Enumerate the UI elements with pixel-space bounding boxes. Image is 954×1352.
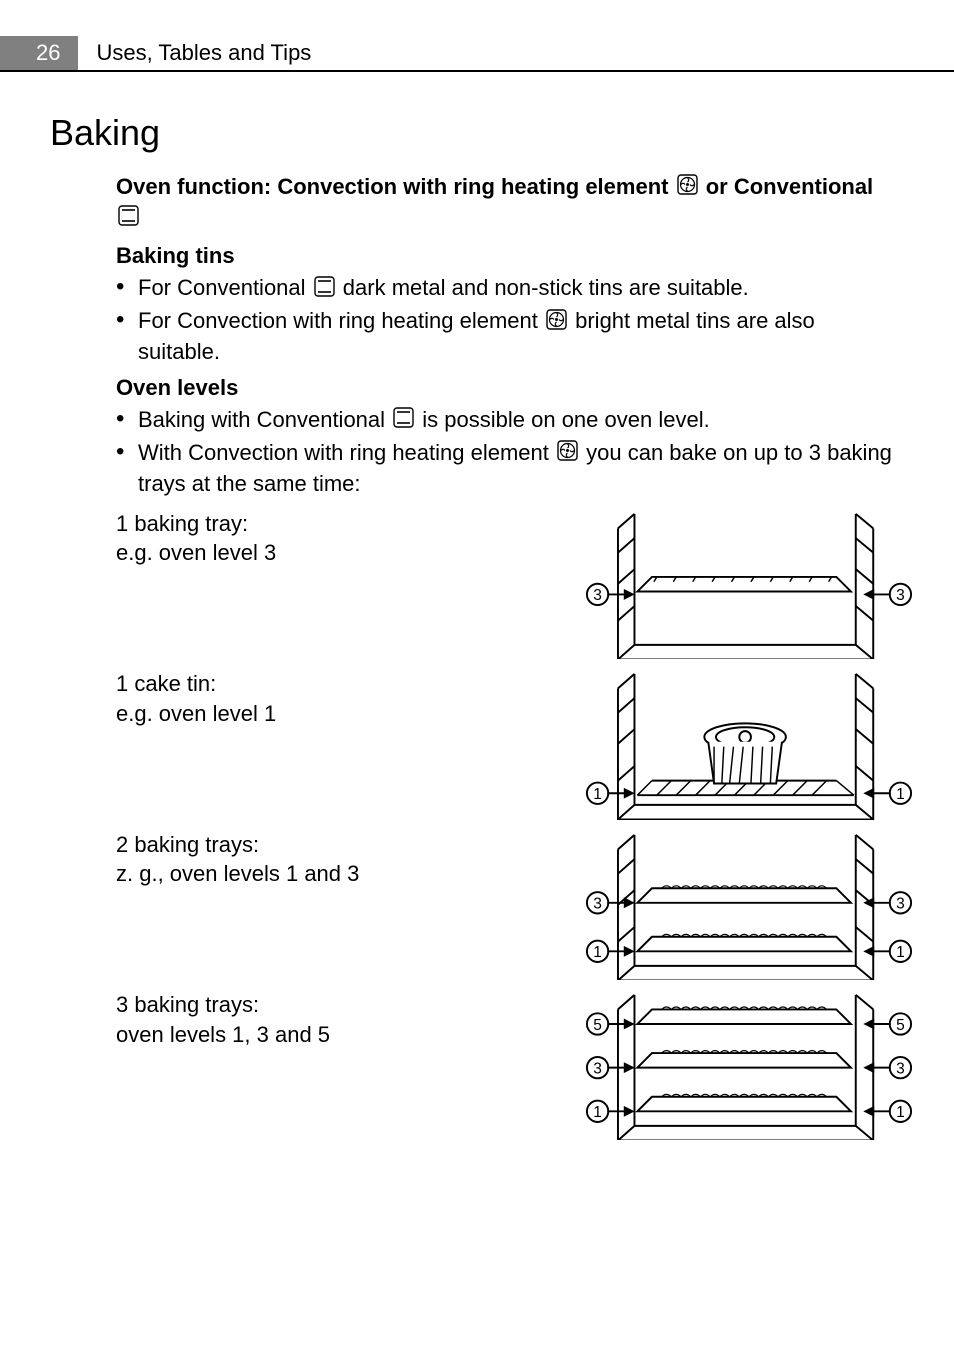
oven-function-heading: Oven function: Convection with ring heat… [116, 172, 894, 235]
svg-text:1: 1 [593, 786, 602, 803]
svg-text:1: 1 [593, 944, 602, 961]
oven-levels-list: Baking with Conventional is possible on … [116, 405, 894, 499]
svg-text:1: 1 [896, 1104, 905, 1121]
example-line2: e.g. oven level 3 [116, 538, 564, 568]
svg-text:3: 3 [593, 1060, 602, 1077]
svg-text:3: 3 [593, 587, 602, 604]
list-item: For Conventional dark metal and non-stic… [116, 273, 894, 304]
conventional-icon [393, 406, 414, 436]
baking-tins-list: For Conventional dark metal and non-stic… [116, 273, 894, 367]
fan-icon [557, 439, 578, 469]
example-line1: 2 baking trays: [116, 830, 564, 860]
page-number: 26 [0, 36, 78, 70]
svg-text:3: 3 [896, 1060, 905, 1077]
baking-tins-item2-pre: For Convection with ring heating element [138, 308, 544, 333]
conventional-icon [118, 204, 139, 235]
svg-text:1: 1 [896, 786, 905, 803]
section-title: Baking [50, 112, 894, 154]
oven-diagram-cake-tin: 1 1 [584, 669, 914, 819]
example-line1: 3 baking trays: [116, 990, 564, 1020]
header-title: Uses, Tables and Tips [96, 40, 311, 66]
baking-tins-item1-post: dark metal and non-stick tins are suitab… [343, 275, 749, 300]
example-row-2: 1 cake tin: e.g. oven level 1 [116, 669, 894, 819]
page-header: 26 Uses, Tables and Tips [0, 0, 954, 72]
oven-function-text-1: Oven function: Convection with ring heat… [116, 174, 675, 199]
inner-content: Oven function: Convection with ring heat… [116, 172, 894, 1140]
example-line2: e.g. oven level 1 [116, 699, 564, 729]
oven-diagram-1-tray: 3 3 [584, 509, 914, 659]
example-line2: z. g., oven levels 1 and 3 [116, 859, 564, 889]
conventional-icon [314, 275, 335, 305]
oven-levels-heading: Oven levels [116, 375, 894, 401]
fan-icon [546, 308, 567, 338]
list-item: Baking with Conventional is possible on … [116, 405, 894, 436]
svg-text:3: 3 [896, 895, 905, 912]
example-line2: oven levels 1, 3 and 5 [116, 1020, 564, 1050]
example-text: 2 baking trays: z. g., oven levels 1 and… [116, 830, 584, 889]
list-item: For Convection with ring heating element… [116, 306, 894, 367]
oven-levels-item1-pre: Baking with Conventional [138, 407, 391, 432]
example-line1: 1 baking tray: [116, 509, 564, 539]
list-item: With Convection with ring heating elemen… [116, 438, 894, 499]
page-content: Baking Oven function: Convection with ri… [0, 112, 954, 1140]
svg-text:5: 5 [593, 1017, 602, 1034]
baking-tins-item1-pre: For Conventional [138, 275, 312, 300]
oven-diagram-2-trays: 3 3 1 1 [584, 830, 914, 980]
example-text: 1 baking tray: e.g. oven level 3 [116, 509, 584, 568]
example-row-1: 1 baking tray: e.g. oven level 3 [116, 509, 894, 659]
example-row-4: 3 baking trays: oven levels 1, 3 and 5 [116, 990, 894, 1140]
example-text: 1 cake tin: e.g. oven level 1 [116, 669, 584, 728]
example-text: 3 baking trays: oven levels 1, 3 and 5 [116, 990, 584, 1049]
svg-text:1: 1 [896, 944, 905, 961]
oven-levels-item2-pre: With Convection with ring heating elemen… [138, 440, 555, 465]
svg-text:5: 5 [896, 1017, 905, 1034]
oven-function-text-2: or Conventional [706, 174, 873, 199]
oven-levels-item1-post: is possible on one oven level. [422, 407, 709, 432]
example-row-3: 2 baking trays: z. g., oven levels 1 and… [116, 830, 894, 980]
oven-diagram-3-trays: 5 5 3 3 [584, 990, 914, 1140]
example-line1: 1 cake tin: [116, 669, 564, 699]
baking-tins-heading: Baking tins [116, 243, 894, 269]
fan-icon [677, 173, 698, 204]
svg-text:1: 1 [593, 1104, 602, 1121]
svg-text:3: 3 [896, 587, 905, 604]
svg-text:3: 3 [593, 895, 602, 912]
